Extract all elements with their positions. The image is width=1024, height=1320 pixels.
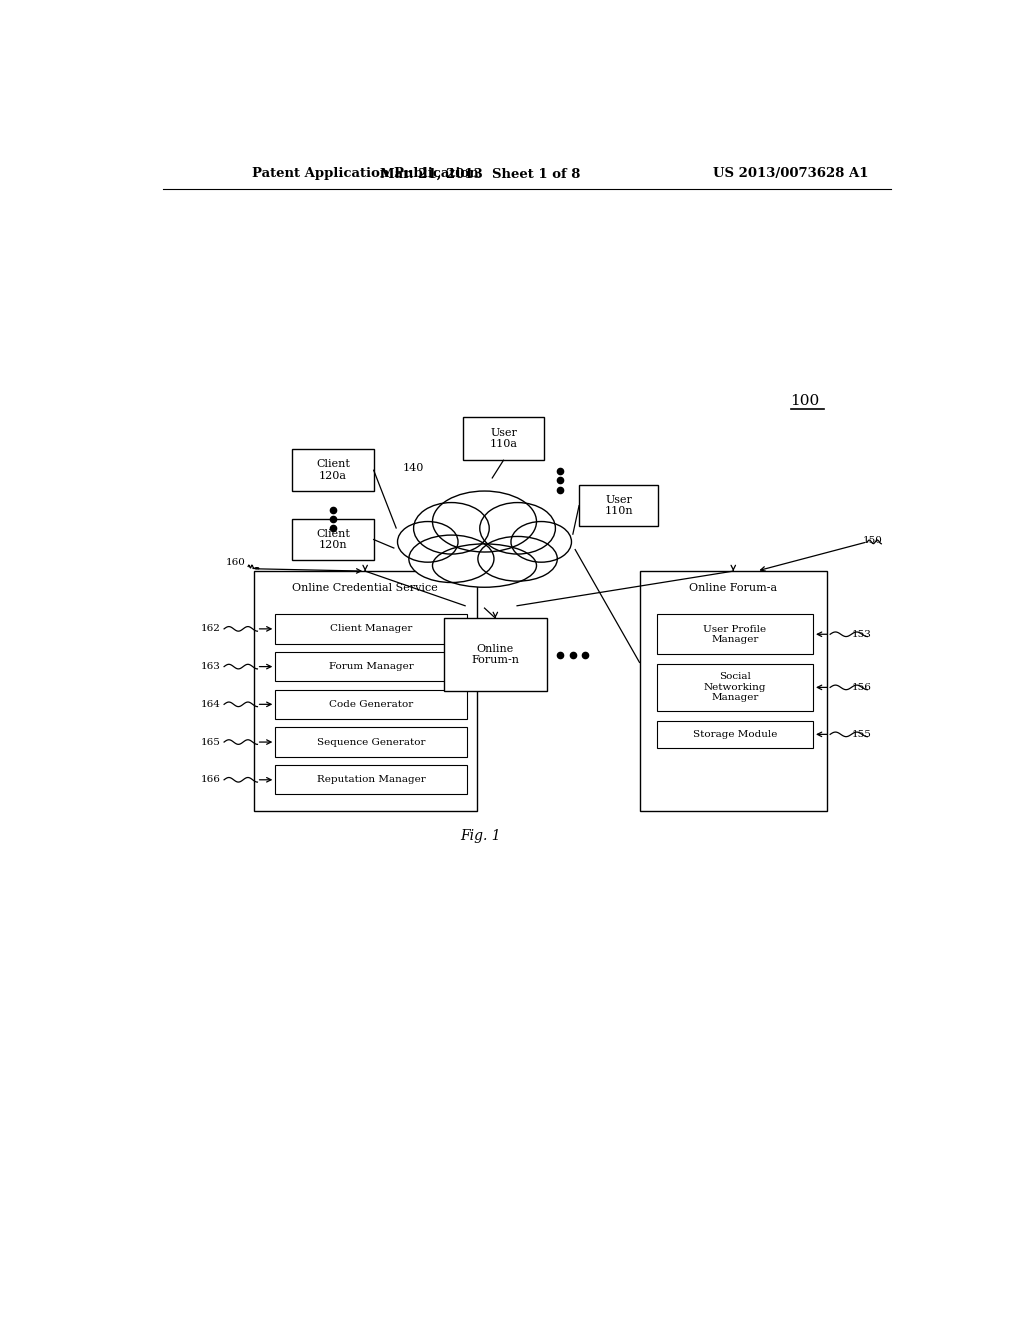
Text: 166: 166 [201,775,221,784]
Text: Mar. 21, 2013  Sheet 1 of 8: Mar. 21, 2013 Sheet 1 of 8 [381,168,581,181]
Text: 150: 150 [863,536,883,545]
Text: Forum Manager: Forum Manager [329,663,414,671]
Text: Sequence Generator: Sequence Generator [317,738,426,747]
Text: 164: 164 [201,700,221,709]
FancyBboxPatch shape [254,572,477,812]
Text: Fig. 1: Fig. 1 [461,829,501,843]
Ellipse shape [511,521,571,562]
FancyBboxPatch shape [444,618,547,692]
Text: Reputation Manager: Reputation Manager [317,775,426,784]
Text: User Profile
Manager: User Profile Manager [703,624,766,644]
FancyBboxPatch shape [275,727,467,756]
Text: 155: 155 [852,730,872,739]
Text: US 2013/0073628 A1: US 2013/0073628 A1 [713,168,868,181]
Text: Code Generator: Code Generator [330,700,414,709]
Text: 162: 162 [201,624,221,634]
FancyBboxPatch shape [275,766,467,795]
FancyBboxPatch shape [275,652,467,681]
Ellipse shape [432,491,537,552]
Text: User
110a: User 110a [489,428,517,450]
FancyBboxPatch shape [656,664,813,711]
FancyBboxPatch shape [579,484,658,527]
Text: Online Credential Service: Online Credential Service [292,583,438,593]
Text: 163: 163 [201,663,221,671]
FancyBboxPatch shape [275,690,467,719]
Text: Storage Module: Storage Module [692,730,777,739]
Text: Client
120n: Client 120n [316,529,350,550]
Text: 153: 153 [852,630,872,639]
Text: 140: 140 [403,463,425,473]
Ellipse shape [432,544,537,587]
Text: 156: 156 [852,682,872,692]
Ellipse shape [478,536,557,581]
Text: Client
120a: Client 120a [316,459,350,480]
Text: Online
Forum-n: Online Forum-n [471,644,519,665]
FancyBboxPatch shape [275,614,467,644]
FancyBboxPatch shape [292,519,374,561]
Text: Client Manager: Client Manager [330,624,413,634]
Text: Patent Application Publication: Patent Application Publication [252,168,479,181]
FancyBboxPatch shape [292,449,374,491]
FancyBboxPatch shape [640,572,827,812]
Ellipse shape [480,503,555,554]
Text: 160: 160 [226,558,246,568]
FancyBboxPatch shape [656,721,813,748]
Ellipse shape [414,503,489,554]
Text: 100: 100 [791,393,820,408]
Text: User
110n: User 110n [604,495,633,516]
Text: Social
Networking
Manager: Social Networking Manager [703,672,766,702]
Text: Online Forum-a: Online Forum-a [689,583,777,593]
Text: 165: 165 [201,738,221,747]
Ellipse shape [397,521,458,562]
FancyBboxPatch shape [656,614,813,655]
Ellipse shape [409,535,494,582]
FancyBboxPatch shape [463,417,544,461]
